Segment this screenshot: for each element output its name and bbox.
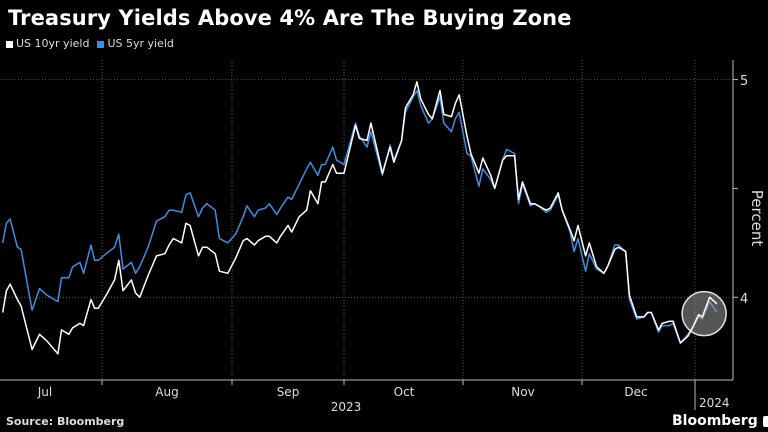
legend-label-us10: US 10yr yield [16, 37, 90, 50]
y-tick-label-5: 5 [740, 74, 748, 89]
x-tick-label-dec: Dec [624, 385, 647, 399]
legend-item-us10: US 10yr yield [6, 37, 89, 51]
series-line-us5 [1, 89, 718, 344]
series-line-us10 [1, 81, 718, 355]
gridlines [0, 60, 738, 385]
legend-swatch-us10 [6, 40, 13, 48]
x-tick-label-nov: Nov [511, 385, 534, 399]
axes: 5 4 Percent Jul Aug Sep Oct Nov Dec 2023… [0, 60, 766, 414]
year-label-2023: 2023 [331, 400, 362, 414]
y-tick-label-4: 4 [740, 292, 748, 307]
bloomberg-logo: Bloomberg [672, 412, 768, 430]
brand-name: Bloomberg [672, 413, 758, 429]
chart-title: Treasury Yields Above 4% Are The Buying … [8, 6, 572, 30]
source-note: Source: Bloomberg [6, 415, 125, 428]
y-axis-label: Percent [748, 190, 766, 247]
legend-label-us5: US 5yr yield [107, 37, 174, 50]
bloomberg-chart-icon [762, 415, 768, 427]
x-tick-label-oct: Oct [394, 385, 415, 399]
x-tick-label-sep: Sep [277, 385, 300, 399]
legend-item-us5: US 5yr yield [97, 37, 174, 51]
legend-swatch-us5 [97, 40, 105, 48]
legend: US 10yr yield US 5yr yield [6, 37, 174, 51]
year-label-2024: 2024 [699, 396, 730, 410]
x-tick-label-jul: Jul [37, 385, 52, 399]
x-tick-label-aug: Aug [155, 385, 178, 399]
series-lines [1, 81, 727, 355]
